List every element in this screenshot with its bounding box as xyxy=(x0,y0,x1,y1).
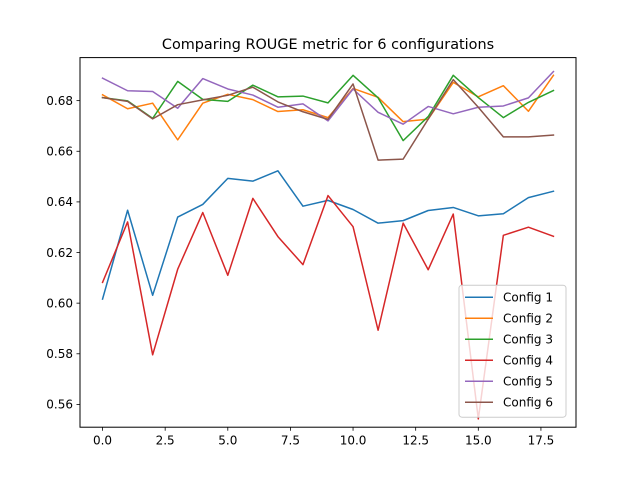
series-line-config-4 xyxy=(101,194,555,420)
x-axis: 0.0 2.5 5.0 7.5 10.0 12.5 15.0 17.5 xyxy=(93,427,554,448)
x-tick-label: 5.0 xyxy=(218,434,237,448)
legend-label-config-5: Config 5 xyxy=(503,375,553,389)
series-layer xyxy=(101,70,555,420)
y-tick-label: 0.56 xyxy=(46,398,73,412)
y-tick-label: 0.58 xyxy=(46,347,73,361)
y-tick-label: 0.60 xyxy=(46,296,73,310)
legend: Config 1 Config 2 Config 3 Config 4 Config 5… xyxy=(458,284,567,418)
x-tick-label: 15.0 xyxy=(465,434,492,448)
legend-label-config-1: Config 1 xyxy=(503,291,553,305)
y-tick-label: 0.68 xyxy=(46,94,73,108)
x-tick-label: 12.5 xyxy=(402,434,429,448)
y-axis: 0.56 0.58 0.60 0.62 0.64 0.66 0.68 xyxy=(46,94,80,412)
x-tick-label: 7.5 xyxy=(281,434,300,448)
series-line-config-3 xyxy=(101,74,555,142)
legend-label-config-4: Config 4 xyxy=(503,354,553,368)
legend-label-config-3: Config 3 xyxy=(503,333,553,347)
chart-title: Comparing ROUGE metric for 6 configurati… xyxy=(162,37,494,53)
legend-label-config-2: Config 2 xyxy=(503,312,553,326)
x-tick-label: 17.5 xyxy=(528,434,555,448)
y-tick-label: 0.64 xyxy=(46,195,73,209)
y-tick-label: 0.66 xyxy=(46,145,73,159)
x-tick-label: 2.5 xyxy=(156,434,175,448)
x-tick-label: 0.0 xyxy=(93,434,112,448)
legend-label-config-6: Config 6 xyxy=(503,396,553,410)
y-tick-label: 0.62 xyxy=(46,246,73,260)
x-tick-label: 10.0 xyxy=(340,434,367,448)
plot-area-frame xyxy=(79,57,577,428)
series-line-config-6 xyxy=(101,78,555,161)
series-line-config-1 xyxy=(101,170,555,301)
